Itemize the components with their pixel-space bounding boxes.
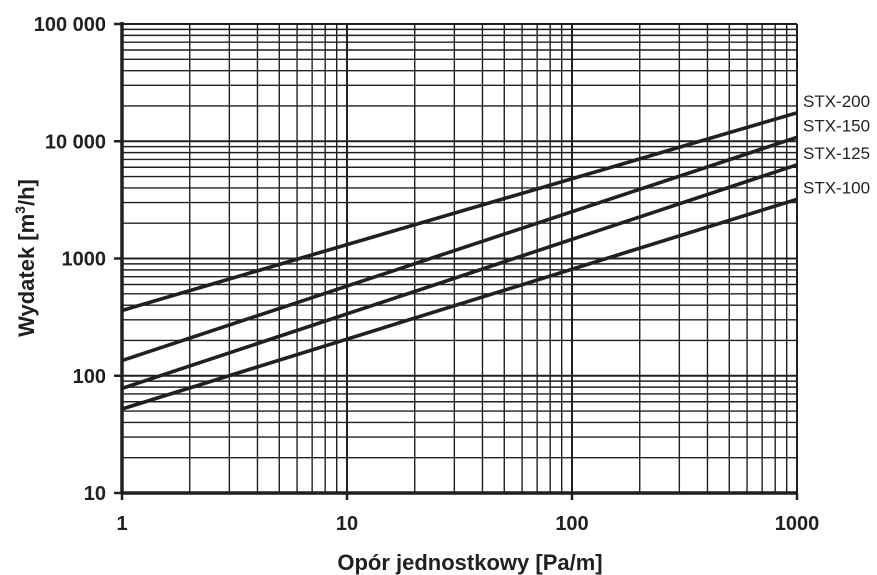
y-axis-title: Wydatek [m3/h] bbox=[12, 179, 39, 337]
series-line-stx-150 bbox=[121, 135, 798, 363]
labels: 1 10 100 1000 10 100 1000 10 000 100 000 STX-200 S… bbox=[34, 14, 870, 535]
series-lines bbox=[121, 111, 798, 411]
y-axis-title-unit: /h] bbox=[14, 179, 39, 206]
y-axis-title-main: Wydatek [m bbox=[14, 214, 39, 337]
y-tick-label: 100 bbox=[73, 366, 106, 388]
x-tick-label: 1000 bbox=[775, 513, 820, 535]
y-axis-title-superscript: 3 bbox=[12, 206, 28, 214]
y-tick-label: 1000 bbox=[62, 249, 107, 271]
y-tick-label: 10 bbox=[84, 483, 106, 505]
y-tick-label: 10 000 bbox=[45, 131, 106, 153]
series-label-stx-150: STX-150 bbox=[803, 116, 870, 135]
x-tick-label: 10 bbox=[336, 513, 358, 535]
x-tick-label: 100 bbox=[555, 513, 588, 535]
y-tick-label: 100 000 bbox=[34, 14, 106, 36]
series-label-stx-125: STX-125 bbox=[803, 144, 870, 163]
axes bbox=[114, 22, 799, 500]
series-line-stx-200 bbox=[121, 111, 798, 313]
series-label-stx-100: STX-100 bbox=[803, 178, 870, 197]
series-line-stx-125 bbox=[121, 163, 798, 391]
x-tick-label: 1 bbox=[116, 513, 127, 535]
series-line-stx-100 bbox=[121, 197, 798, 411]
grid bbox=[121, 23, 798, 494]
series-label-stx-200: STX-200 bbox=[803, 92, 870, 111]
x-axis-title: Opór jednostkowy [Pa/m] bbox=[337, 550, 602, 575]
